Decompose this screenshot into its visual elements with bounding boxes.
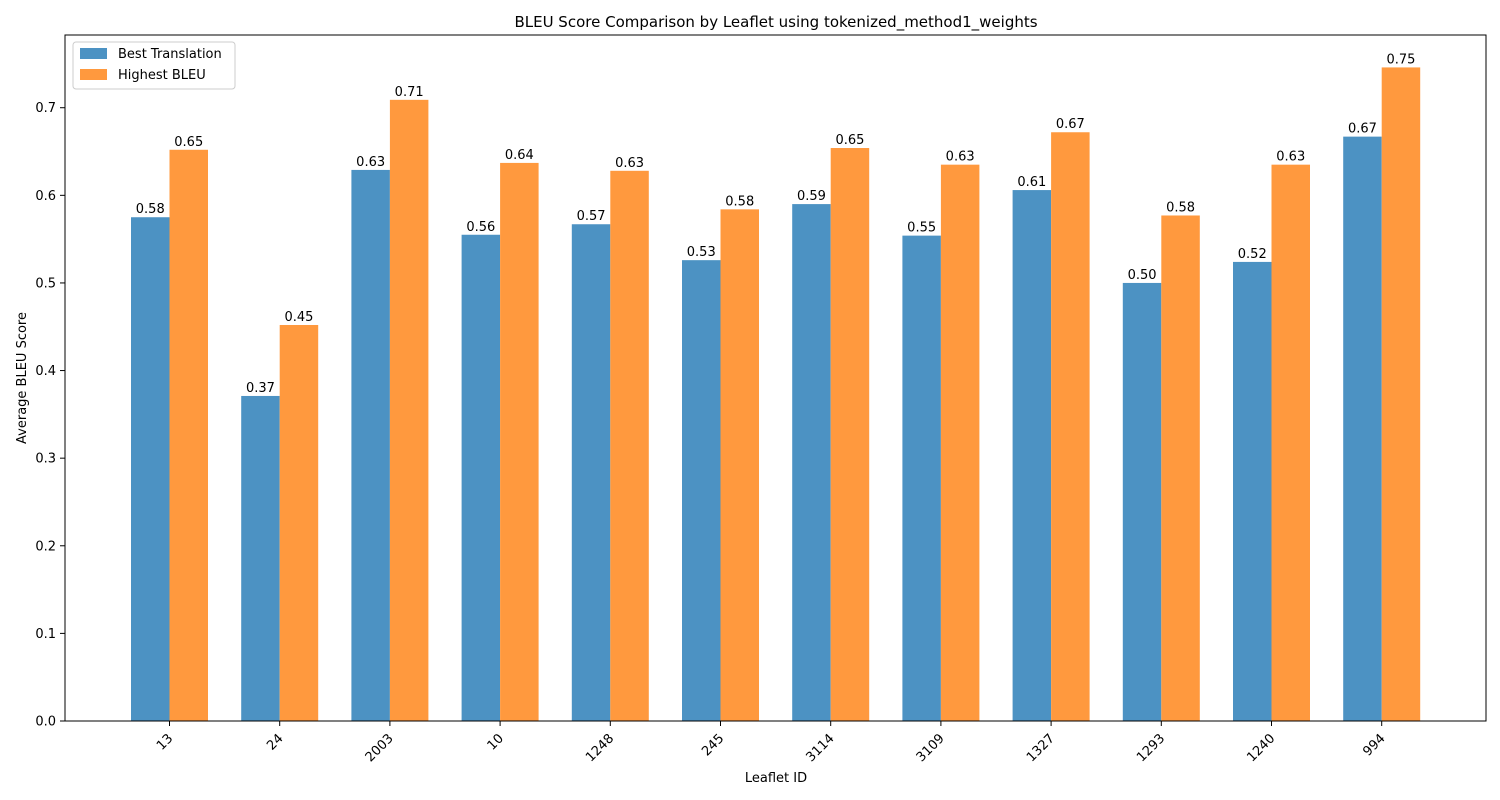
y-tick-label-0.0: 0.0 <box>35 715 56 730</box>
chart-title: BLEU Score Comparison by Leaflet using t… <box>514 13 1037 32</box>
legend-box <box>72 41 236 90</box>
bar-label-highest-bleu-3114: 0.65 <box>835 133 864 148</box>
x-tick-label-1293: 1293 <box>1134 731 1168 765</box>
x-tick-label-1248: 1248 <box>583 731 617 765</box>
bar-highest-bleu-3114 <box>830 148 870 721</box>
bar-label-best-translation-1240: 0.52 <box>1238 247 1267 262</box>
bars-layer <box>131 67 1421 722</box>
legend: Best Translation Highest BLEU <box>72 41 236 90</box>
bar-value-labels: 0.58 0.65 0.37 0.45 0.63 0.71 0.56 0.64 0.57 0.63… <box>136 52 1416 396</box>
bar-label-best-translation-3109: 0.55 <box>907 221 936 236</box>
bar-label-best-translation-2003: 0.63 <box>356 155 385 170</box>
x-tick-label-1327: 1327 <box>1024 731 1058 765</box>
x-tick-label-245: 245 <box>699 731 727 759</box>
y-axis: 0.0 0.1 0.2 0.3 0.4 0.5 0.6 0.7 <box>35 101 65 730</box>
bar-best-translation-24 <box>241 395 280 721</box>
bar-highest-bleu-3109 <box>940 164 980 721</box>
x-tick-label-13: 13 <box>154 731 176 753</box>
bar-label-highest-bleu-994: 0.75 <box>1386 52 1415 67</box>
bar-label-best-translation-1248: 0.57 <box>577 209 606 224</box>
x-axis-label: Leaflet ID <box>745 771 807 786</box>
bar-best-translation-1293 <box>1122 282 1162 721</box>
bar-label-best-translation-3114: 0.59 <box>797 189 826 204</box>
bar-label-best-translation-994: 0.67 <box>1348 122 1377 137</box>
bar-best-translation-3114 <box>792 204 831 721</box>
bar-label-highest-bleu-10: 0.64 <box>505 148 534 163</box>
bar-best-translation-10 <box>461 234 501 721</box>
bar-best-translation-1240 <box>1233 261 1272 721</box>
x-tick-label-1240: 1240 <box>1244 731 1278 765</box>
bar-best-translation-1248 <box>571 224 611 721</box>
bar-label-best-translation-10: 0.56 <box>466 220 495 235</box>
bar-label-highest-bleu-245: 0.58 <box>725 194 754 209</box>
bar-highest-bleu-1293 <box>1161 215 1200 721</box>
bar-best-translation-3109 <box>902 235 941 721</box>
x-tick-label-3109: 3109 <box>914 731 948 765</box>
y-axis-label: Average BLEU Score <box>15 312 30 444</box>
bar-highest-bleu-2003 <box>389 99 429 721</box>
y-tick-label-0.5: 0.5 <box>35 276 56 291</box>
x-tick-label-10: 10 <box>485 731 507 753</box>
bar-label-highest-bleu-1248: 0.63 <box>615 156 644 171</box>
bar-label-highest-bleu-24: 0.45 <box>284 310 313 325</box>
x-tick-label-2003: 2003 <box>363 731 397 765</box>
bar-best-translation-13 <box>131 217 170 722</box>
bar-highest-bleu-1240 <box>1271 164 1310 721</box>
bar-highest-bleu-24 <box>279 324 319 721</box>
legend-label-best-translation: Best Translation <box>118 47 222 62</box>
bar-label-highest-bleu-1293: 0.58 <box>1166 200 1195 215</box>
legend-swatch-best-translation <box>80 48 107 59</box>
bar-label-best-translation-1293: 0.50 <box>1128 268 1157 283</box>
y-tick-label-0.3: 0.3 <box>35 452 56 467</box>
bar-label-best-translation-24: 0.37 <box>246 381 275 396</box>
plot-frame <box>64 34 1487 722</box>
bar-best-translation-245 <box>682 260 721 721</box>
bar-highest-bleu-13 <box>169 149 208 722</box>
bar-label-best-translation-245: 0.53 <box>687 245 716 260</box>
x-tick-label-994: 994 <box>1360 731 1388 759</box>
bar-highest-bleu-1248 <box>610 170 649 721</box>
bar-best-translation-1327 <box>1012 190 1052 721</box>
legend-swatch-highest-bleu <box>80 69 107 80</box>
bar-label-highest-bleu-13: 0.65 <box>174 135 203 150</box>
bar-label-best-translation-13: 0.58 <box>136 202 165 217</box>
bar-highest-bleu-245 <box>720 209 759 721</box>
bar-label-highest-bleu-2003: 0.71 <box>395 85 424 100</box>
x-tick-label-24: 24 <box>264 731 286 753</box>
y-tick-label-0.4: 0.4 <box>35 364 56 379</box>
bar-highest-bleu-994 <box>1381 67 1421 722</box>
bar-label-highest-bleu-1327: 0.67 <box>1056 117 1085 132</box>
bar-best-translation-2003 <box>351 169 390 721</box>
bar-highest-bleu-1327 <box>1051 132 1090 722</box>
legend-label-highest-bleu: Highest BLEU <box>118 68 206 83</box>
y-tick-label-0.7: 0.7 <box>35 101 56 116</box>
bar-label-highest-bleu-1240: 0.63 <box>1276 150 1305 165</box>
bar-label-highest-bleu-3109: 0.63 <box>946 150 975 165</box>
x-tick-label-3114: 3114 <box>804 731 838 765</box>
y-tick-label-0.1: 0.1 <box>35 627 56 642</box>
y-tick-label-0.6: 0.6 <box>35 189 56 204</box>
bar-highest-bleu-10 <box>500 162 539 721</box>
bar-best-translation-994 <box>1343 136 1382 721</box>
bar-label-best-translation-1327: 0.61 <box>1017 175 1046 190</box>
x-axis: 13 24 2003 10 1248 245 3114 3109 1327 1293 1240 994 <box>154 721 1389 765</box>
y-tick-label-0.2: 0.2 <box>35 539 56 554</box>
